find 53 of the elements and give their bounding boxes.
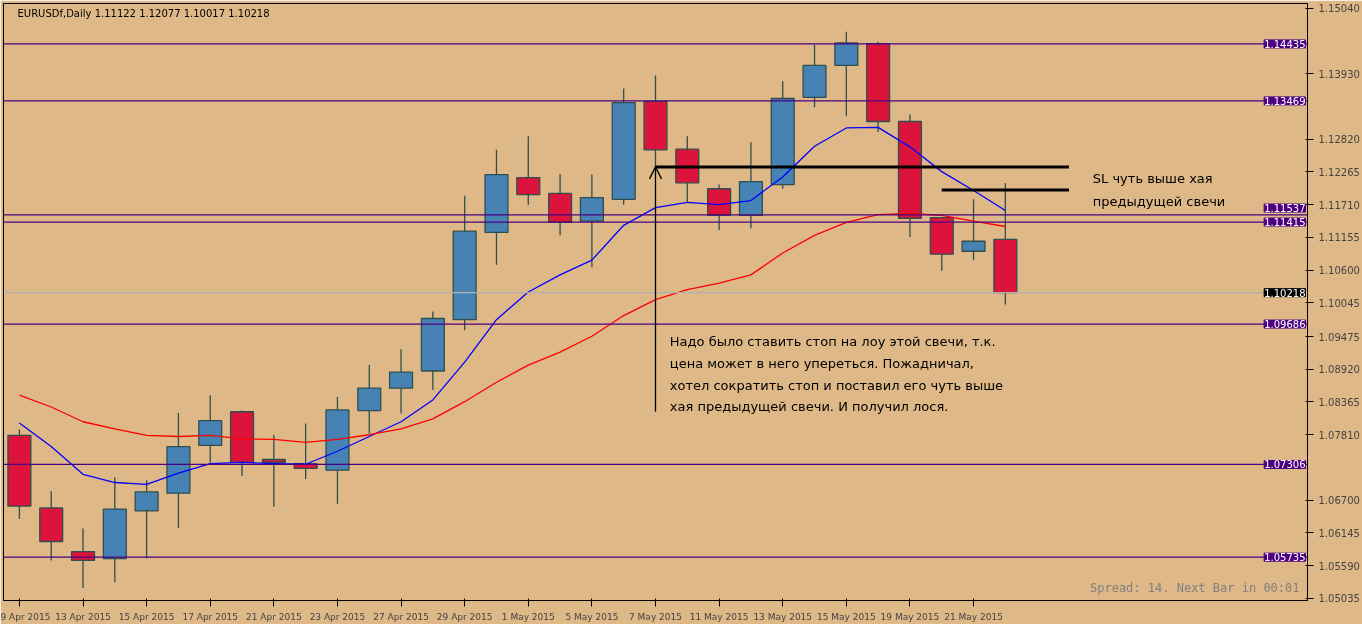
y-tick-label: 1.10600: [1318, 265, 1360, 277]
y-tick-label: 1.05035: [1318, 593, 1360, 605]
candlestick: [834, 31, 859, 117]
x-tick-label: 15 May 2015: [816, 611, 876, 622]
y-tick-label: 1.13930: [1318, 68, 1360, 80]
ref-line-label: 1.10218: [1264, 287, 1306, 299]
y-tick-label: 1.11155: [1318, 232, 1360, 244]
annotation: Надо было ставить стоп на лоу этой свечи, т.к. цена может в него упереться. Пожадничал, хотел сократить стоп и поставил его чуть выше хая предыдущей свечи. И получил лося.: [669, 334, 1004, 415]
y-tick-label: 1.15040: [1318, 3, 1360, 15]
x-tick-label: 7 May 2015: [629, 611, 682, 622]
x-tick-label: 15 Apr 2015: [118, 611, 175, 622]
y-tick-label: 1.07810: [1318, 429, 1360, 441]
candlestick: [961, 198, 986, 261]
x-tick-label: 27 Apr 2015: [373, 611, 429, 622]
y-tick-label: 1.12820: [1318, 134, 1360, 146]
candlestick: [388, 348, 414, 415]
x-tick-label: 29 Apr 2015: [436, 611, 493, 622]
x-tick-label: 13 May 2015: [753, 611, 813, 622]
y-tick-label: 1.06700: [1318, 495, 1360, 507]
x-tick-label: 1 May 2015: [501, 611, 555, 622]
y-tick-label: 1.08365: [1318, 396, 1360, 408]
candlestick: [134, 479, 159, 560]
candlestick: [261, 434, 286, 508]
ref-line-label: 1.05735: [1264, 552, 1306, 564]
x-tick-label: 23 Apr 2015: [309, 611, 366, 622]
candlestick: [357, 364, 382, 435]
ref-line-label: 1.14435: [1264, 38, 1306, 50]
x-tick-label: 11 May 2015: [689, 611, 749, 622]
chart-title: EURUSDf,Daily 1.11122 1.12077 1.10017 1.10218: [17, 7, 270, 19]
ref-line-label: 1.13469: [1264, 95, 1306, 107]
y-tick-label: 1.08920: [1318, 364, 1360, 376]
line-series: [18, 212, 1006, 444]
x-tick-label: 9 Apr 2015: [0, 611, 51, 622]
ref-line-label: 1.07306: [1264, 459, 1306, 471]
y-tick-label: 1.10045: [1318, 297, 1360, 309]
ref-line-label: 1.11537: [1264, 203, 1306, 215]
y-tick-label: 1.06145: [1318, 527, 1360, 539]
x-tick-label: 13 Apr 2015: [55, 611, 111, 622]
line-series: [18, 126, 1006, 485]
x-tick-label: 17 Apr 2015: [182, 611, 239, 622]
x-tick-label: 21 Apr 2015: [246, 611, 302, 622]
ref-line-label: 1.09686: [1264, 319, 1306, 331]
y-tick-label: 1.05590: [1318, 560, 1360, 572]
annotation: SL чуть выше хая предыдущей свечи: [1092, 171, 1226, 209]
candlestick: [516, 135, 541, 206]
ref-line-label: 1.11415: [1264, 217, 1306, 229]
x-tick-label: 5 May 2015: [565, 611, 619, 622]
x-tick-label: 19 May 2015: [880, 611, 940, 622]
y-tick-label: 1.11710: [1318, 199, 1360, 211]
x-tick-label: 21 May 2015: [944, 611, 1003, 622]
annotation: Spread: 14. Next Bar in 00:01: [1089, 580, 1300, 595]
y-tick-label: 1.09475: [1318, 331, 1360, 343]
y-tick-label: 1.12265: [1318, 166, 1360, 178]
